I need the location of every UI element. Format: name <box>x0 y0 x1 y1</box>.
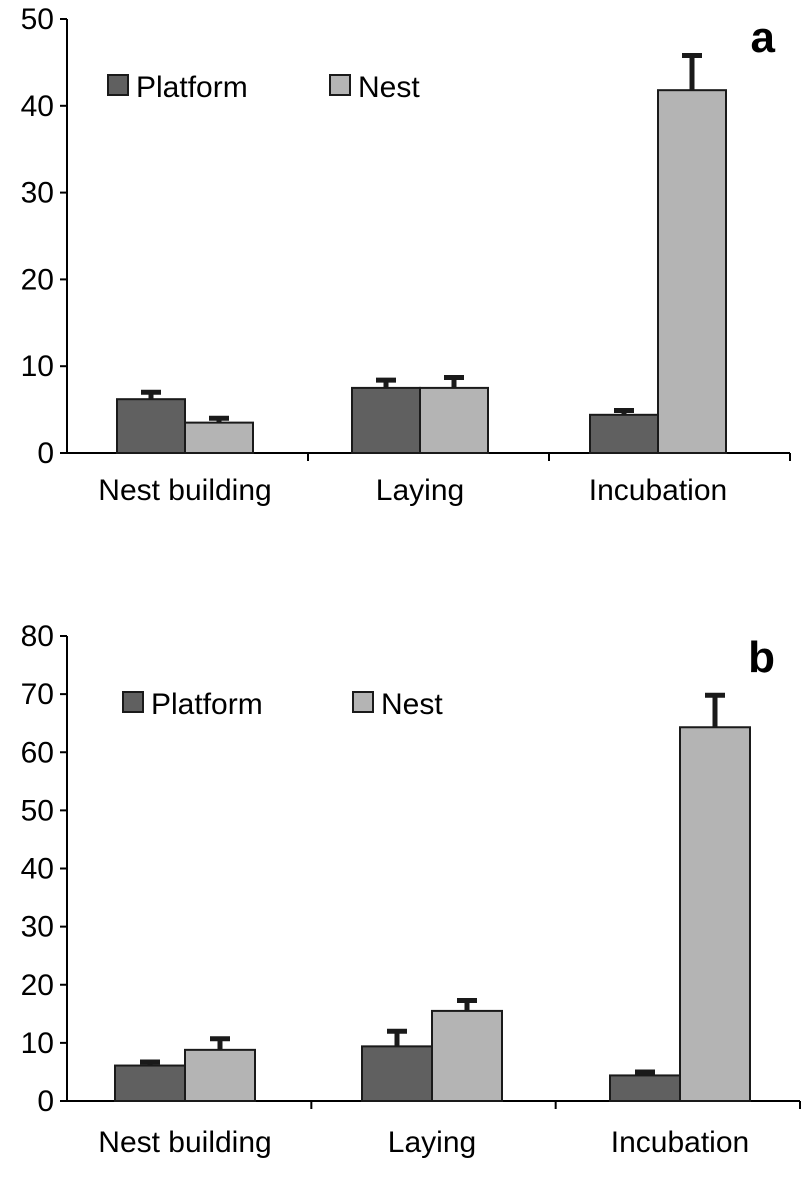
panel-b-category-label: Laying <box>388 1126 476 1159</box>
panel-a-y-tick-label: 0 <box>37 437 54 470</box>
panel-a-y-tick-label: 50 <box>21 3 54 36</box>
panel-b-bar-nest <box>184 1048 256 1102</box>
panel-a-bar-platform <box>589 413 659 455</box>
panel-b-bar-platform <box>361 1045 433 1103</box>
panel-a-legend-swatch <box>329 74 351 96</box>
panel-b-letter: b <box>748 633 775 682</box>
panel-b-legend-swatch <box>122 691 144 713</box>
panel-b-y-tick-label: 10 <box>21 1027 54 1060</box>
panel-b-bar-nest <box>679 726 751 1102</box>
panel-a-y-tick-label: 20 <box>21 263 54 296</box>
panel-a-letter: a <box>751 13 776 62</box>
panel-b-y-tick-label: 20 <box>21 969 54 1002</box>
panel-b-bar-platform <box>609 1074 681 1103</box>
panel-b-legend-label: Nest <box>381 688 443 721</box>
panel-b-bar-nest <box>431 1009 503 1102</box>
panel-b-bar-platform <box>114 1064 186 1102</box>
panel-b-y-tick-label: 50 <box>21 794 54 827</box>
panel-b-y-tick-label: 60 <box>21 736 54 769</box>
panel-b-category-label: Incubation <box>611 1126 749 1159</box>
panel-a-bar-nest <box>419 386 489 454</box>
panel-b-y-tick-label: 80 <box>21 620 54 653</box>
panel-b-y-tick-label: 30 <box>21 911 54 944</box>
panel-a-legend-label: Platform <box>136 71 248 104</box>
panel-a-legend-label: Nest <box>358 71 420 104</box>
panel-b-y-tick-label: 0 <box>37 1085 54 1118</box>
panel-b-y-tick-label: 40 <box>21 853 54 886</box>
panel-a-bar-nest <box>184 421 254 454</box>
panel-a-y-tick-label: 10 <box>21 350 54 383</box>
panel-b-legend-label: Platform <box>151 688 263 721</box>
panel-a-y-tick-label: 30 <box>21 177 54 210</box>
panel-b-category-label: Nest building <box>98 1126 271 1159</box>
panel-a-category-label: Laying <box>376 474 464 507</box>
panel-b-legend-swatch <box>352 691 374 713</box>
panel-a-bar-platform <box>116 398 186 454</box>
panel-a-y-tick-label: 40 <box>21 90 54 123</box>
panel-a-legend-swatch <box>107 74 129 96</box>
panel-a-bar-nest <box>657 89 727 455</box>
panel-b-y-tick-label: 70 <box>21 678 54 711</box>
panel-a-bar-platform <box>351 386 421 454</box>
panel-a-category-label: Nest building <box>98 474 271 507</box>
panel-a-category-label: Incubation <box>589 474 727 507</box>
